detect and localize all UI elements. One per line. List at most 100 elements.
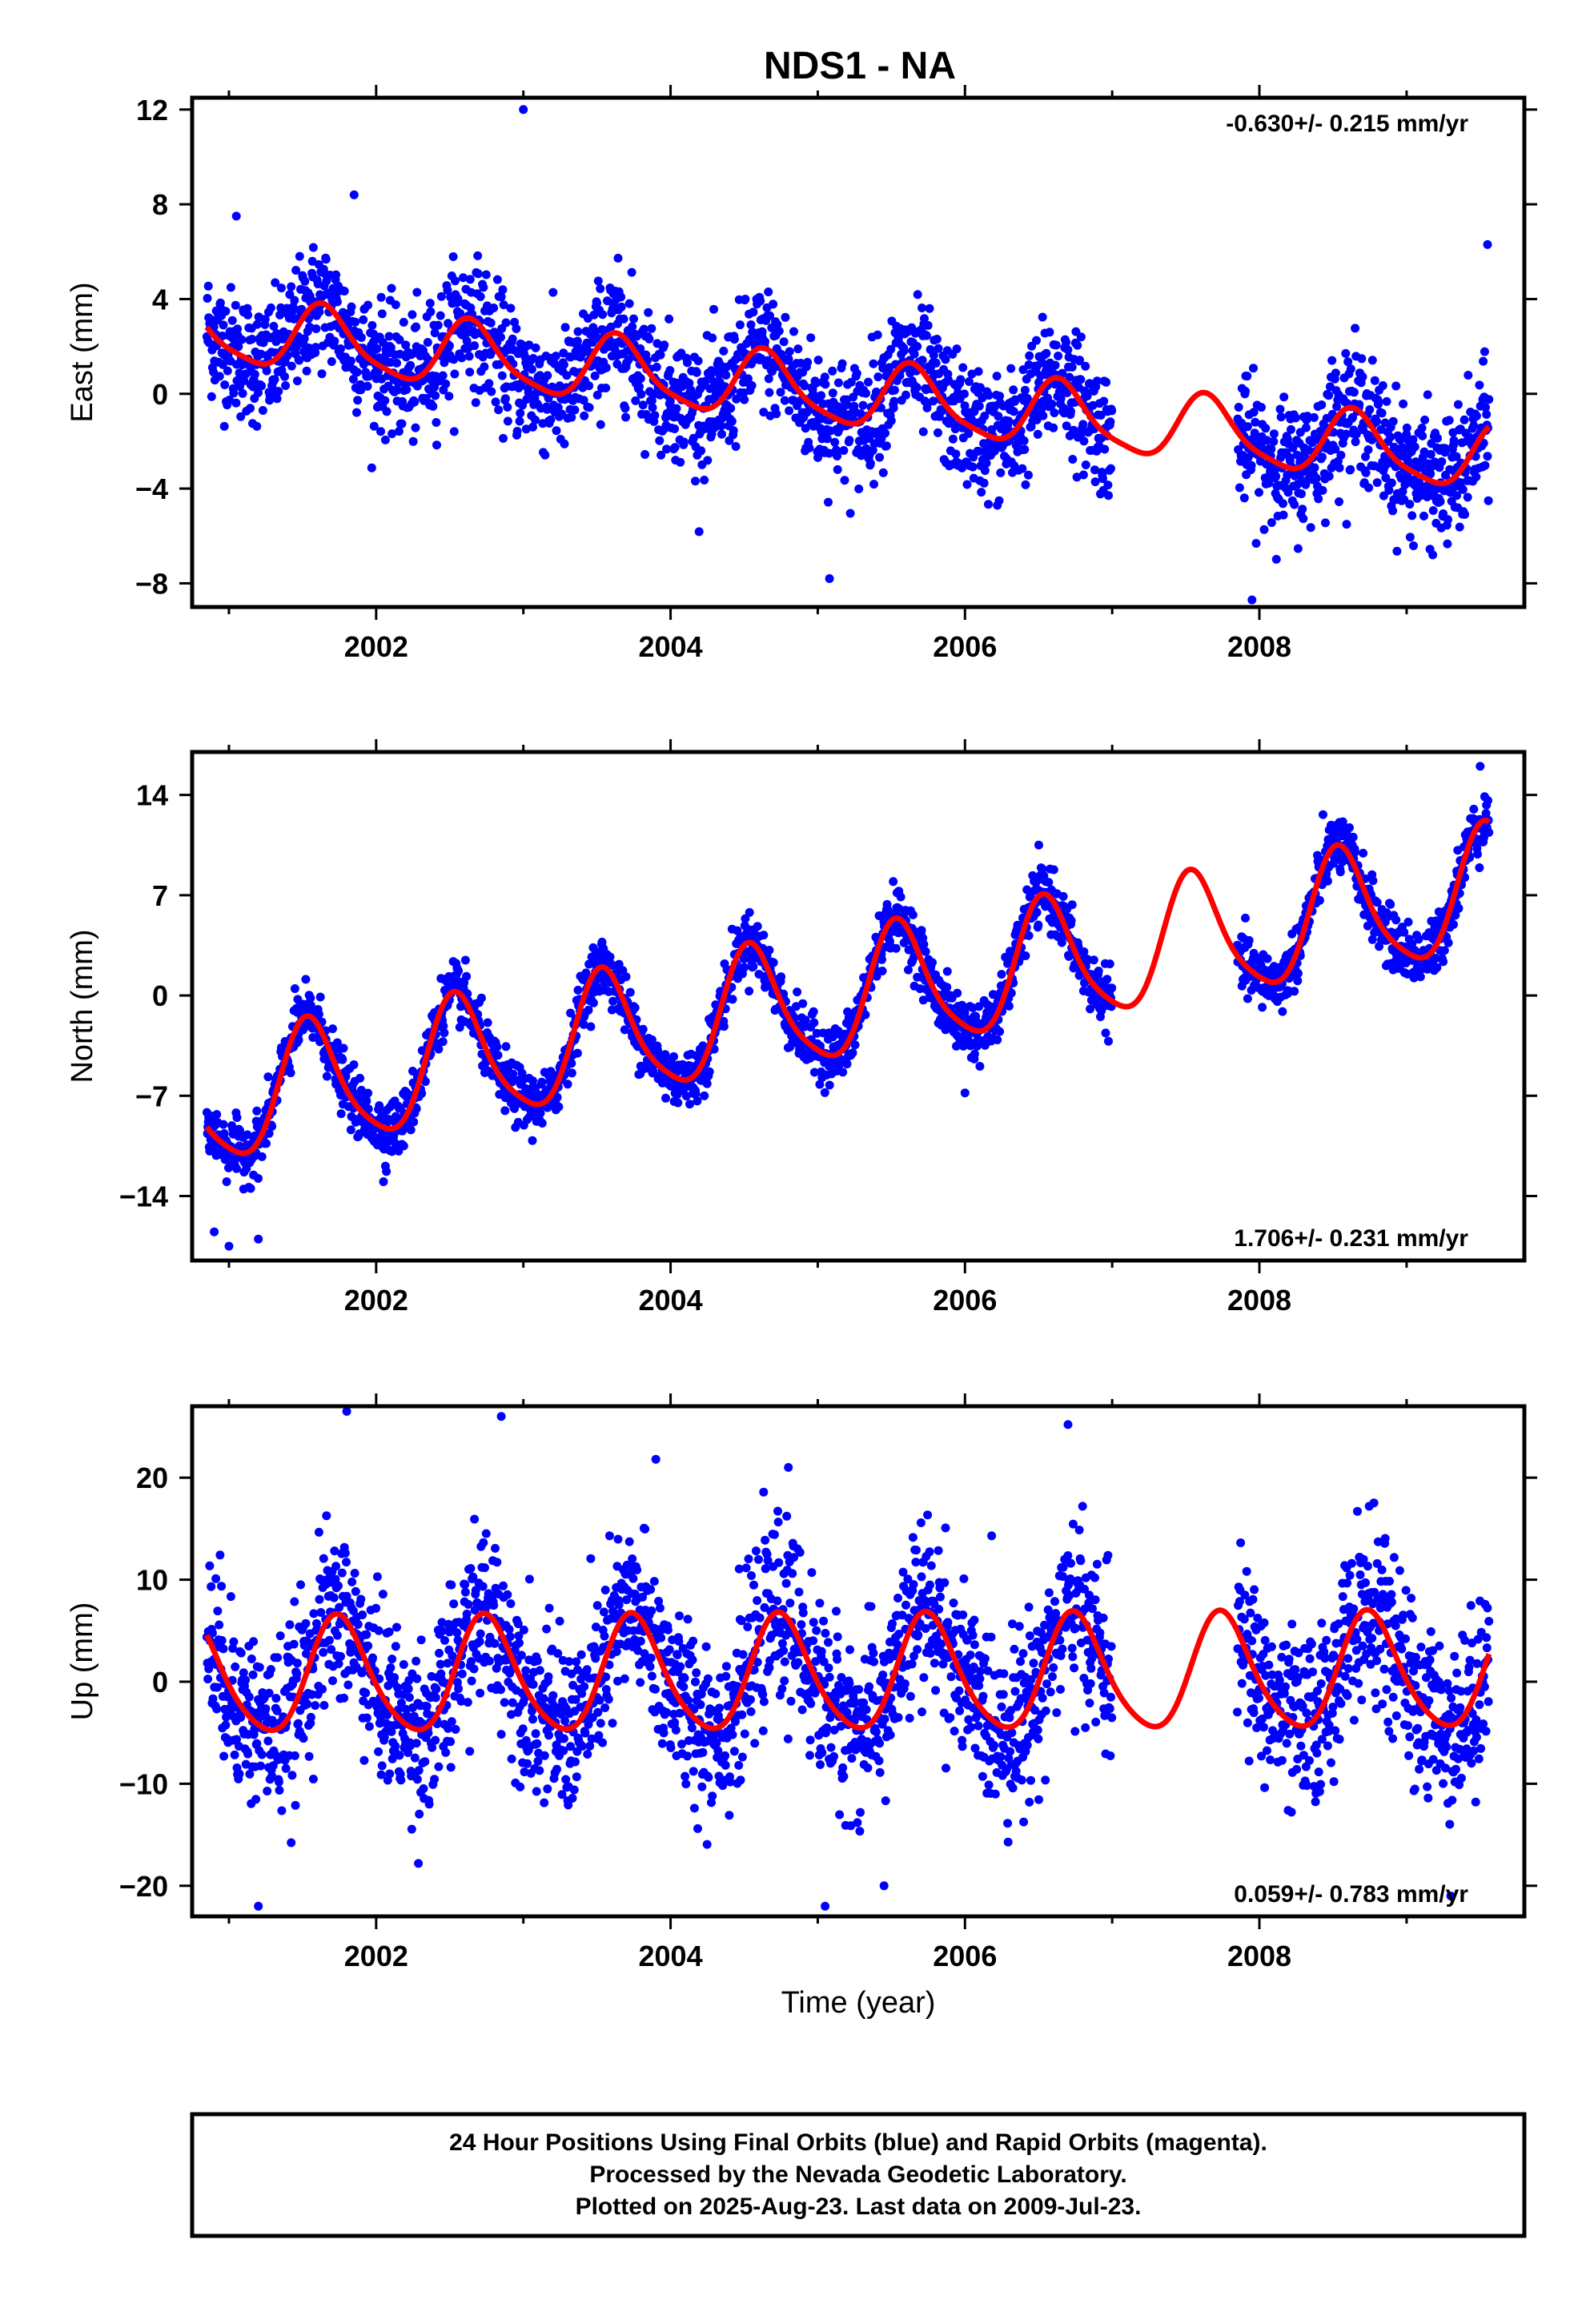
data-point: [1458, 485, 1468, 494]
data-point: [492, 275, 502, 284]
data-point: [727, 416, 737, 426]
data-point: [728, 995, 737, 1004]
data-point: [970, 1049, 979, 1059]
data-point: [1054, 352, 1063, 360]
data-point: [252, 320, 262, 329]
data-point: [861, 388, 870, 398]
data-point: [1047, 400, 1057, 408]
data-point: [1443, 515, 1452, 525]
data-point: [1453, 400, 1463, 409]
data-point: [1079, 436, 1089, 446]
data-point: [290, 984, 299, 993]
data-point: [247, 335, 257, 344]
data-point: [1024, 470, 1033, 480]
data-point: [1102, 975, 1112, 984]
data-point: [254, 1174, 263, 1183]
data-point: [219, 421, 229, 431]
data-point: [956, 375, 966, 384]
data-point: [406, 360, 416, 370]
data-point: [232, 1113, 242, 1122]
data-point: [952, 344, 962, 354]
data-point: [960, 389, 969, 399]
data-point: [1271, 554, 1281, 564]
data-point: [408, 310, 417, 320]
data-point: [833, 378, 843, 388]
data-point: [1267, 518, 1276, 527]
data-point: [1437, 457, 1447, 466]
data-point: [785, 406, 794, 416]
data-point: [593, 276, 603, 286]
data-point: [516, 408, 525, 418]
data-point: [399, 1141, 408, 1151]
data-point: [1469, 804, 1479, 814]
data-point: [380, 396, 390, 405]
data-point: [842, 400, 852, 409]
data-point: [1243, 372, 1252, 381]
data-point: [524, 340, 534, 350]
data-point: [1335, 497, 1343, 506]
data-point: [355, 1073, 365, 1083]
data-point: [833, 452, 842, 460]
data-point: [624, 299, 634, 308]
data-point: [1290, 987, 1299, 996]
data-point: [460, 955, 470, 965]
data-point: [934, 428, 942, 437]
data-point: [236, 412, 246, 421]
x-tick-label: 2006: [933, 1284, 997, 1317]
data-point: [440, 358, 449, 368]
data-point: [286, 1068, 295, 1078]
data-point: [1443, 539, 1452, 549]
data-point: [881, 428, 890, 438]
data-point: [1044, 878, 1054, 887]
data-point: [683, 358, 692, 368]
data-point: [1388, 506, 1398, 516]
data-point: [813, 356, 823, 365]
data-point: [1357, 354, 1367, 364]
data-point: [391, 300, 400, 309]
data-point: [515, 416, 524, 426]
data-point: [382, 407, 391, 416]
data-point: [441, 379, 451, 388]
data-point: [448, 252, 458, 261]
data-point: [554, 1102, 564, 1112]
data-point: [572, 1048, 582, 1058]
data-point: [1346, 364, 1355, 374]
x-tick-label: 2002: [344, 630, 408, 663]
data-point: [356, 333, 366, 342]
data-point: [1094, 967, 1103, 975]
data-point: [995, 1027, 1005, 1036]
data-point: [909, 349, 919, 359]
data-point: [352, 368, 362, 377]
data-point: [1090, 477, 1100, 487]
data-point: [798, 999, 808, 1008]
data-point: [367, 320, 377, 330]
data-point: [1342, 520, 1351, 529]
data-point: [1402, 423, 1411, 432]
data-point: [1345, 823, 1354, 832]
series-east-points: [202, 105, 1494, 605]
data-point: [647, 324, 656, 333]
data-point: [572, 336, 582, 346]
data-point: [773, 320, 782, 329]
data-point: [640, 450, 650, 459]
data-point: [1020, 385, 1030, 395]
data-point: [584, 1005, 593, 1015]
data-point: [1024, 931, 1034, 940]
data-point: [412, 322, 421, 332]
data-point: [619, 314, 628, 324]
data-point-outlier: [349, 190, 359, 199]
data-point: [495, 360, 504, 369]
data-point: [588, 998, 598, 1007]
data-point: [327, 357, 336, 366]
data-point: [793, 344, 803, 354]
data-point: [476, 292, 485, 301]
data-point: [726, 404, 736, 413]
data-point: [444, 341, 454, 351]
data-point: [406, 1125, 416, 1135]
data-point: [913, 290, 922, 300]
data-point: [1321, 518, 1330, 528]
data-point: [741, 295, 750, 304]
data-point-outlier: [224, 1241, 234, 1251]
data-point: [719, 346, 729, 356]
data-point: [339, 1043, 348, 1053]
